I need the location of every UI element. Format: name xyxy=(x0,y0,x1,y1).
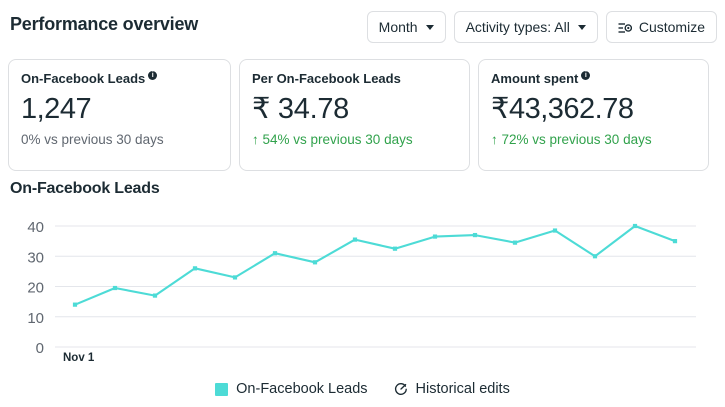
data-point[interactable] xyxy=(152,293,158,298)
sliders-icon xyxy=(618,21,632,33)
toolbar: Month Activity types: All Custo xyxy=(366,11,717,43)
metric-card-delta: 0% vs previous 30 days xyxy=(21,132,164,147)
metric-cards: On-Facebook Leads i 1,247 0% vs previous… xyxy=(8,59,717,171)
metric-card-delta: ↑ 54% vs previous 30 days xyxy=(252,132,413,147)
header-bar: Performance overview Month Activity type… xyxy=(0,0,725,52)
info-icon[interactable]: i xyxy=(148,71,158,80)
data-point[interactable] xyxy=(192,266,198,271)
data-point[interactable] xyxy=(552,228,558,233)
customize-button[interactable]: Customize xyxy=(605,11,717,43)
legend-label: On-Facebook Leads xyxy=(236,381,368,397)
month-dropdown-label: Month xyxy=(378,19,418,35)
metric-card-value: ₹43,362.78 xyxy=(491,93,634,125)
data-point[interactable] xyxy=(672,239,678,244)
data-point[interactable] xyxy=(472,232,478,238)
metric-card-label: Per On-Facebook Leads xyxy=(252,71,401,86)
data-point[interactable] xyxy=(112,285,118,291)
line-chart[interactable]: 0 10 20 30 40 xyxy=(0,205,725,370)
data-point[interactable] xyxy=(592,254,598,259)
data-point[interactable] xyxy=(232,275,238,280)
data-point[interactable] xyxy=(512,240,518,245)
data-point[interactable] xyxy=(312,260,318,265)
metric-card-on-facebook-leads[interactable]: On-Facebook Leads i 1,247 0% vs previous… xyxy=(8,59,231,171)
y-axis-tick-label: 40 xyxy=(27,219,44,236)
info-icon[interactable]: i xyxy=(581,71,591,80)
series-swatch-icon xyxy=(215,382,229,396)
chevron-down-icon xyxy=(577,24,586,30)
data-point[interactable] xyxy=(72,302,78,307)
legend-label: Historical edits xyxy=(415,381,510,397)
metric-card-per-on-facebook-leads[interactable]: Per On-Facebook Leads ₹ 34.78 ↑ 54% vs p… xyxy=(239,59,470,171)
y-axis-tick-label: 20 xyxy=(27,280,44,297)
metric-card-label: On-Facebook Leads i xyxy=(21,71,218,87)
metric-card-amount-spent[interactable]: Amount spent i ₹43,362.78 ↑ 72% vs previ… xyxy=(478,59,709,171)
page-title: Performance overview xyxy=(10,14,199,34)
metric-card-value: 1,247 xyxy=(21,93,92,125)
y-axis-tick-label: 30 xyxy=(27,249,44,266)
chart-title: On-Facebook Leads xyxy=(10,180,160,197)
month-dropdown-button[interactable]: Month xyxy=(366,11,446,43)
legend-item-on-facebook-leads[interactable]: On-Facebook Leads xyxy=(215,381,368,397)
metric-card-label: Amount spent i xyxy=(491,71,696,87)
data-point[interactable] xyxy=(632,223,638,229)
metric-card-value: ₹ 34.78 xyxy=(252,93,349,125)
historical-edits-icon xyxy=(394,382,408,396)
chevron-down-icon xyxy=(425,24,434,30)
metric-card-delta: ↑ 72% vs previous 30 days xyxy=(491,132,652,147)
activity-types-dropdown-button[interactable]: Activity types: All xyxy=(453,11,598,43)
data-point[interactable] xyxy=(352,237,358,242)
chart-legend: On-Facebook Leads Historical edits xyxy=(0,381,725,397)
activity-types-dropdown-label: Activity types: All xyxy=(465,19,570,35)
customize-label: Customize xyxy=(638,19,705,35)
data-point[interactable] xyxy=(432,234,438,239)
legend-item-historical-edits[interactable]: Historical edits xyxy=(394,381,510,397)
data-point[interactable] xyxy=(272,251,278,256)
y-axis-tick-label: 10 xyxy=(27,310,44,327)
series-line xyxy=(73,224,677,306)
x-axis-tick-label: Nov 1 xyxy=(63,352,95,364)
chart-canvas: 0 10 20 30 40 xyxy=(27,219,696,357)
data-point[interactable] xyxy=(392,246,398,251)
y-axis-tick-label: 0 xyxy=(36,340,44,357)
